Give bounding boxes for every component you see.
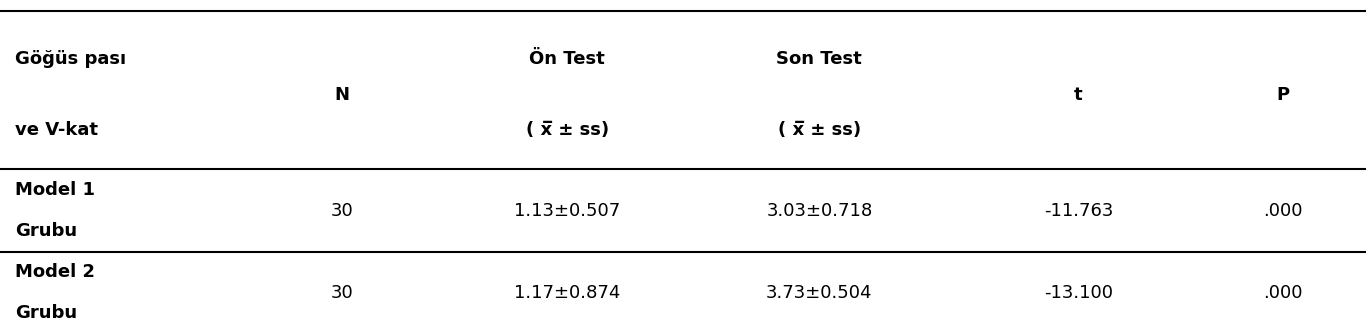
Text: 3.73±0.504: 3.73±0.504 [766,284,873,302]
Text: 30: 30 [331,201,354,219]
Text: -13.100: -13.100 [1044,284,1113,302]
Text: 30: 30 [331,284,354,302]
Text: ( x̅ ± ss): ( x̅ ± ss) [526,121,609,139]
Text: ( x̅ ± ss): ( x̅ ± ss) [777,121,861,139]
Text: 1.17±0.874: 1.17±0.874 [514,284,620,302]
Text: Grubu: Grubu [15,304,76,322]
Text: ve V-kat: ve V-kat [15,121,98,139]
Text: Göğüs pası: Göğüs pası [15,50,126,68]
Text: .000: .000 [1264,201,1303,219]
Text: t: t [1074,86,1083,104]
Text: N: N [335,86,350,104]
Text: Model 1: Model 1 [15,181,96,199]
Text: Model 2: Model 2 [15,263,96,281]
Text: 1.13±0.507: 1.13±0.507 [514,201,620,219]
Text: Son Test: Son Test [776,50,862,68]
Text: Ön Test: Ön Test [529,50,605,68]
Text: .000: .000 [1264,284,1303,302]
Text: P: P [1276,86,1290,104]
Text: -11.763: -11.763 [1044,201,1113,219]
Text: 3.03±0.718: 3.03±0.718 [766,201,873,219]
Text: Grubu: Grubu [15,222,76,241]
